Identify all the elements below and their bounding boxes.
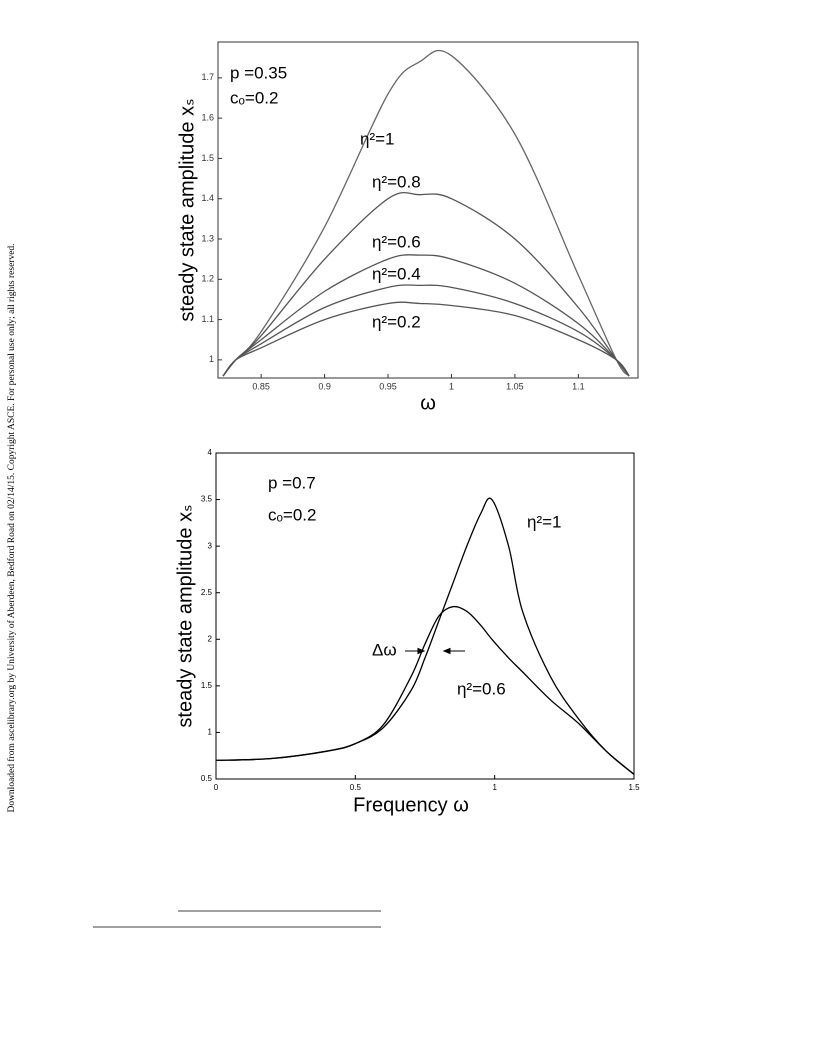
series-line <box>222 192 630 377</box>
y-tick-label: 1 <box>208 728 213 737</box>
y-tick-label: 3.5 <box>201 495 213 504</box>
x-tick-label: 0 <box>214 783 219 792</box>
plot-frame <box>215 452 635 780</box>
y-tick-label: 1.2 <box>201 274 214 284</box>
series-label: η²=0.6 <box>372 232 421 251</box>
delta-arrows <box>405 647 465 655</box>
series-label: η²=0.8 <box>372 172 421 191</box>
x-tick-label: 0.95 <box>379 381 397 391</box>
x-axis-label: Frequency ω <box>353 794 469 816</box>
annotation: cₒ=0.2 <box>268 505 316 524</box>
x-tick-label: 1 <box>449 381 454 391</box>
series-line <box>222 254 630 377</box>
y-tick-label: 1.3 <box>201 233 214 243</box>
plot-frame <box>217 41 639 379</box>
series-line <box>222 284 630 377</box>
series-label: η²=0.2 <box>372 312 421 331</box>
y-tick-label: 2.5 <box>201 588 213 597</box>
x-tick-label: 0.9 <box>318 381 331 391</box>
annotation: Δω <box>372 640 397 659</box>
series-label: η²=1 <box>360 129 395 148</box>
x-axis-label: ω <box>420 392 436 414</box>
series-line <box>222 301 630 377</box>
x-tick-label: 1.5 <box>628 783 640 792</box>
y-tick-label: 1 <box>209 354 214 364</box>
series-line <box>222 49 630 377</box>
y-tick-label: 1.1 <box>201 314 214 324</box>
y-tick-label: 1.5 <box>201 681 213 690</box>
series-label: η²=1 <box>527 512 562 531</box>
side-note: Downloaded from ascelibrary.org by Unive… <box>6 243 17 812</box>
y-tick-label: 2 <box>208 634 213 643</box>
series-line <box>215 497 635 775</box>
annotation: p =0.7 <box>268 473 316 492</box>
annotation: cₒ=0.2 <box>230 88 278 107</box>
x-tick-label: 1.05 <box>506 381 524 391</box>
y-tick-label: 1.7 <box>201 72 214 82</box>
y-tick-label: 1.5 <box>201 153 214 163</box>
annotation: p =0.35 <box>230 63 287 82</box>
x-tick-label: 0.5 <box>350 783 362 792</box>
y-axis-label: steady state amplitude xₛ <box>174 504 196 727</box>
y-tick-label: 0.5 <box>201 774 213 783</box>
x-tick-label: 1.1 <box>572 381 585 391</box>
y-tick-label: 1.6 <box>201 113 214 123</box>
y-axis-label: steady state amplitude xₛ <box>176 98 198 321</box>
x-tick-label: 1 <box>492 783 497 792</box>
series-line <box>215 605 635 775</box>
series-label: η²=0.4 <box>372 264 421 283</box>
y-tick-label: 3 <box>208 541 213 550</box>
y-tick-label: 1.4 <box>201 193 214 203</box>
x-tick-label: 0.85 <box>252 381 270 391</box>
series-label: η²=0.6 <box>457 679 506 698</box>
y-tick-label: 4 <box>208 448 213 457</box>
